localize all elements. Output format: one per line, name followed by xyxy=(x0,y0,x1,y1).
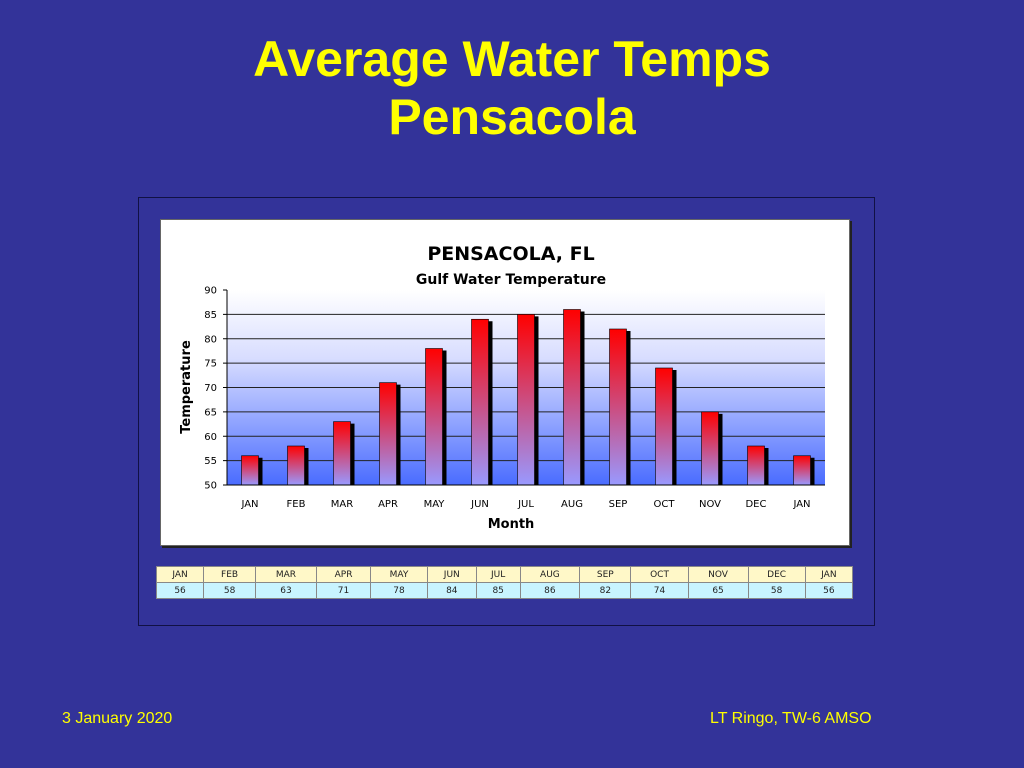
table-month-cell: JUN xyxy=(426,566,477,583)
x-tick-label: MAR xyxy=(331,499,353,510)
chart-panel: 50 55 60 65 70 75 80 85 90 JAN FEB MAR APR MAY JUN JUL… xyxy=(160,219,850,546)
table-month-cell: JAN xyxy=(804,566,854,583)
x-tick-label: SEP xyxy=(609,499,628,510)
footer-author: LT Ringo, TW-6 AMSO xyxy=(710,710,872,727)
chart-title: PENSACOLA, FL xyxy=(427,243,594,265)
table-month-cell: OCT xyxy=(630,566,689,583)
x-tick-label: FEB xyxy=(287,499,306,510)
bar-feb xyxy=(287,445,305,486)
x-tick-labels: JAN FEB MAR APR MAY JUN JUL AUG SEP OCT NOV DEC JAN xyxy=(240,499,810,510)
table-month-cell: AUG xyxy=(519,566,581,583)
table-month-cell: FEB xyxy=(203,566,257,583)
bar-oct xyxy=(655,367,673,486)
footer-date: 3 January 2020 xyxy=(62,710,173,727)
y-tick-label: 80 xyxy=(204,334,217,345)
bar-jan xyxy=(241,455,259,486)
table-month-cell: APR xyxy=(315,566,372,583)
x-tick-label: NOV xyxy=(699,499,721,510)
y-tick-label: 70 xyxy=(204,383,217,394)
table-month-cell: MAY xyxy=(370,566,428,583)
table-month-cell: DEC xyxy=(747,566,806,583)
slide-title-line2: Pensacola xyxy=(388,89,636,145)
table-value-cell: 84 xyxy=(426,582,477,599)
y-tick-label: 50 xyxy=(204,481,217,492)
x-tick-label: APR xyxy=(378,499,398,510)
bars xyxy=(241,309,815,486)
x-tick-label: MAY xyxy=(424,499,446,510)
x-tick-label: DEC xyxy=(745,499,766,510)
table-value-cell: 56 xyxy=(155,582,205,599)
x-tick-label: JAN xyxy=(240,499,258,510)
table-month-cell: MAR xyxy=(255,566,317,583)
y-tick-label: 75 xyxy=(204,359,217,370)
table-month-cell: JUL xyxy=(475,566,521,583)
bar-may xyxy=(425,348,443,486)
table-value-cell: 85 xyxy=(475,582,521,599)
bar-jan xyxy=(793,455,811,486)
slide-title: Average Water Temps Pensacola xyxy=(0,30,1024,146)
table-value-cell: 56 xyxy=(804,582,854,599)
bar-apr xyxy=(379,382,397,486)
x-tick-label: JUN xyxy=(470,499,489,510)
table-month-cell: JAN xyxy=(155,566,205,583)
bar-chart: 50 55 60 65 70 75 80 85 90 JAN FEB MAR APR MAY JUN JUL… xyxy=(179,243,825,532)
x-tick-label: OCT xyxy=(654,499,676,510)
table-value-cell: 63 xyxy=(255,582,317,599)
table-value-cell: 82 xyxy=(579,582,632,599)
bar-sep xyxy=(609,328,627,486)
bar-dec xyxy=(747,445,765,486)
bar-nov xyxy=(701,411,719,486)
table-value-row: 56 58 63 71 78 84 85 86 82 74 65 58 56 xyxy=(155,582,854,599)
x-axis-label: Month xyxy=(488,517,535,532)
y-axis-label: Temperature xyxy=(179,340,194,434)
table-value-cell: 58 xyxy=(747,582,806,599)
slide-title-line1: Average Water Temps xyxy=(253,31,771,87)
x-tick-label: JAN xyxy=(792,499,810,510)
table-value-cell: 58 xyxy=(203,582,257,599)
table-value-cell: 65 xyxy=(687,582,749,599)
y-tick-label: 55 xyxy=(204,456,217,467)
table-value-cell: 71 xyxy=(315,582,372,599)
x-tick-label: AUG xyxy=(561,499,583,510)
x-tick-label: JUL xyxy=(517,499,534,510)
table-month-row: JAN FEB MAR APR MAY JUN JUL AUG SEP OCT NOV DEC JAN xyxy=(155,566,854,583)
chart-subtitle: Gulf Water Temperature xyxy=(416,272,606,288)
table-value-cell: 74 xyxy=(630,582,689,599)
y-tick-label: 85 xyxy=(204,310,217,321)
table-value-cell: 78 xyxy=(370,582,428,599)
bar-jun xyxy=(471,318,489,486)
table-month-cell: NOV xyxy=(687,566,749,583)
bar-mar xyxy=(333,421,351,486)
bar-aug xyxy=(563,309,581,486)
data-table: JAN FEB MAR APR MAY JUN JUL AUG SEP OCT NOV DEC JAN … xyxy=(155,566,854,599)
table-month-cell: SEP xyxy=(579,566,632,583)
bar-jul xyxy=(517,314,535,486)
y-tick-labels: 50 55 60 65 70 75 80 85 90 xyxy=(204,286,217,492)
y-tick-label: 60 xyxy=(204,432,217,443)
y-tick-label: 65 xyxy=(204,407,217,418)
y-tick-label: 90 xyxy=(204,286,217,297)
table-value-cell: 86 xyxy=(519,582,581,599)
